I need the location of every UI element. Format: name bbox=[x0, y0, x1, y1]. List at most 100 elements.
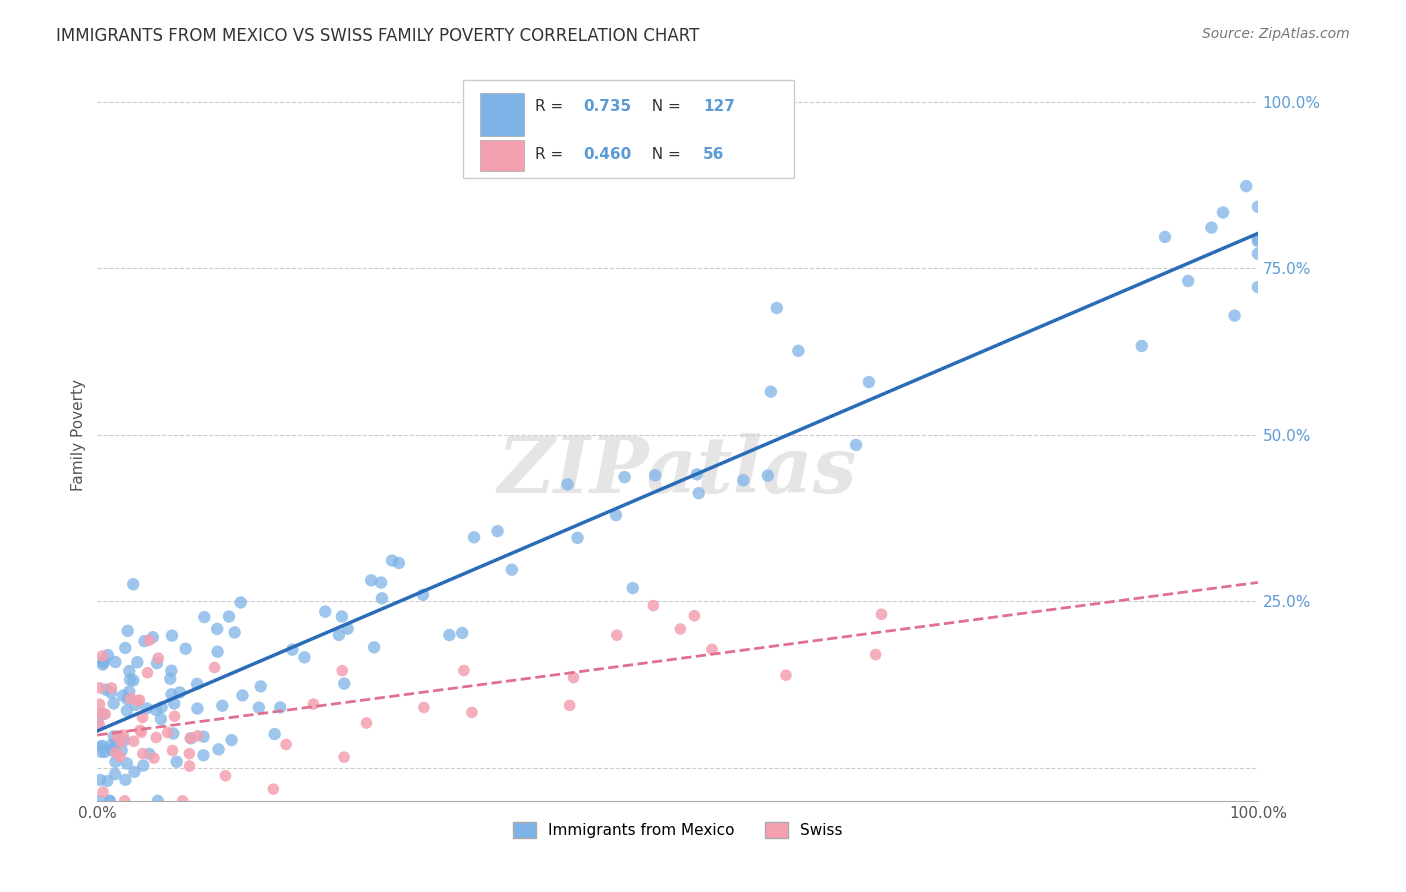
Point bbox=[104, 755, 127, 769]
Point bbox=[294, 650, 316, 665]
Point bbox=[214, 769, 236, 783]
Point bbox=[129, 723, 152, 738]
Point bbox=[163, 709, 186, 723]
Point bbox=[688, 486, 710, 500]
Point bbox=[558, 698, 581, 713]
Point bbox=[172, 794, 194, 808]
Point bbox=[562, 671, 585, 685]
Point bbox=[787, 343, 810, 358]
Point bbox=[330, 664, 353, 678]
Point bbox=[145, 731, 167, 745]
Point bbox=[94, 682, 117, 697]
Point bbox=[150, 700, 173, 714]
Point bbox=[124, 698, 146, 712]
Point bbox=[104, 655, 127, 669]
Point bbox=[314, 605, 336, 619]
Point bbox=[180, 731, 202, 746]
Point bbox=[91, 648, 114, 663]
Point bbox=[96, 774, 118, 789]
Point bbox=[218, 609, 240, 624]
Point bbox=[193, 748, 215, 763]
Point bbox=[733, 473, 755, 487]
Point bbox=[179, 731, 201, 746]
Point bbox=[128, 693, 150, 707]
Point bbox=[463, 530, 485, 544]
Text: ZIPatlas: ZIPatlas bbox=[498, 434, 858, 509]
Point bbox=[89, 698, 111, 712]
Point bbox=[97, 648, 120, 662]
Point bbox=[370, 575, 392, 590]
Point bbox=[605, 508, 627, 522]
Point bbox=[683, 608, 706, 623]
Point bbox=[122, 673, 145, 688]
Point bbox=[269, 700, 291, 714]
Point bbox=[1212, 205, 1234, 219]
Point bbox=[501, 563, 523, 577]
Point bbox=[765, 301, 787, 315]
Point bbox=[142, 751, 165, 765]
Point bbox=[336, 622, 359, 636]
FancyBboxPatch shape bbox=[481, 94, 524, 136]
Point bbox=[148, 651, 170, 665]
Point bbox=[160, 664, 183, 678]
Point bbox=[104, 746, 127, 760]
Point bbox=[412, 588, 434, 602]
Point bbox=[160, 687, 183, 701]
Point bbox=[263, 727, 285, 741]
Text: N =: N = bbox=[641, 99, 685, 114]
Point bbox=[330, 609, 353, 624]
Point bbox=[162, 743, 184, 757]
Point bbox=[101, 743, 124, 757]
Point bbox=[557, 477, 579, 491]
Point bbox=[91, 657, 114, 672]
Point bbox=[439, 628, 461, 642]
Point bbox=[103, 739, 125, 754]
Point bbox=[356, 716, 378, 731]
Point bbox=[328, 628, 350, 642]
Point bbox=[360, 574, 382, 588]
Point bbox=[94, 745, 117, 759]
Point bbox=[211, 698, 233, 713]
Point bbox=[281, 642, 304, 657]
Point bbox=[118, 664, 141, 678]
Point bbox=[134, 634, 156, 648]
Point bbox=[103, 730, 125, 744]
Point bbox=[138, 633, 160, 648]
Point bbox=[127, 694, 149, 708]
Point bbox=[1223, 309, 1246, 323]
Point bbox=[858, 375, 880, 389]
Point bbox=[118, 684, 141, 698]
Point bbox=[91, 785, 114, 799]
Point bbox=[145, 703, 167, 717]
Point bbox=[114, 794, 136, 808]
Point bbox=[112, 689, 135, 703]
Point bbox=[87, 794, 110, 808]
Point bbox=[262, 782, 284, 797]
Point bbox=[166, 755, 188, 769]
Point bbox=[169, 685, 191, 699]
Point bbox=[124, 764, 146, 779]
Point bbox=[131, 725, 153, 739]
Text: 0.735: 0.735 bbox=[583, 99, 631, 114]
Point bbox=[621, 581, 644, 595]
Point bbox=[117, 692, 139, 706]
Text: 56: 56 bbox=[703, 146, 724, 161]
Point bbox=[193, 610, 215, 624]
Point bbox=[567, 531, 589, 545]
Point bbox=[117, 624, 139, 638]
Y-axis label: Family Poverty: Family Poverty bbox=[72, 379, 86, 491]
Point bbox=[381, 553, 404, 567]
Point bbox=[132, 758, 155, 772]
Point bbox=[114, 640, 136, 655]
Point bbox=[1247, 280, 1270, 294]
Point bbox=[104, 767, 127, 781]
Point bbox=[643, 599, 665, 613]
Point bbox=[606, 628, 628, 642]
Point bbox=[700, 642, 723, 657]
Text: 0.460: 0.460 bbox=[583, 146, 631, 161]
Point bbox=[100, 738, 122, 752]
Point bbox=[89, 717, 111, 731]
Point bbox=[388, 556, 411, 570]
Point bbox=[204, 660, 226, 674]
Point bbox=[89, 681, 111, 695]
